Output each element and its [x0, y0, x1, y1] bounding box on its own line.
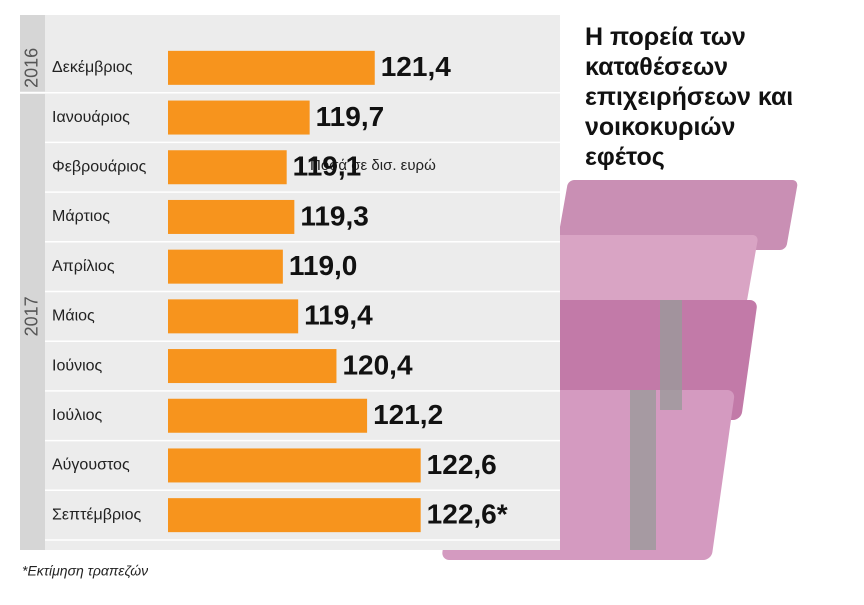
bar — [168, 398, 368, 433]
value-label: 121,4 — [381, 51, 451, 82]
subtitle: Ποσά σε δισ. ευρώ — [310, 157, 436, 174]
category-label: Ιούνιος — [52, 357, 103, 374]
category-label: Αύγουστος — [52, 457, 130, 474]
bar — [168, 249, 283, 284]
category-label: Δεκέμβριος — [52, 59, 133, 76]
category-label: Μάρτιος — [52, 208, 110, 225]
value-label: 119,1 — [293, 151, 362, 182]
bar — [168, 50, 375, 85]
category-label: Μάιος — [52, 308, 95, 325]
value-label: 119,7 — [316, 101, 385, 132]
value-label: 119,0 — [289, 250, 358, 281]
bar — [168, 498, 421, 533]
category-label: Φεβρουάριος — [52, 158, 147, 175]
category-label: Σεπτέμβριος — [52, 506, 141, 523]
bar — [168, 299, 299, 334]
year-column — [20, 15, 45, 550]
chart-title: Η πορεία των καταθέσεων επιχειρήσεων και… — [585, 23, 794, 171]
bar — [168, 349, 337, 384]
group-label: 2016 — [22, 48, 42, 88]
value-label: 122,6* — [427, 499, 508, 530]
bar — [168, 448, 421, 483]
value-label: 122,6 — [427, 449, 497, 480]
note: *Εκτίμηση τραπεζών — [22, 563, 148, 579]
bar — [168, 100, 310, 135]
value-label: 121,2 — [373, 399, 443, 430]
value-label: 119,4 — [304, 300, 373, 331]
value-label: 120,4 — [342, 349, 412, 380]
category-label: Ιούλιος — [52, 407, 103, 424]
category-label: Απρίλιος — [52, 258, 115, 275]
bar — [168, 199, 295, 234]
value-label: 119,3 — [300, 200, 369, 231]
group-label: 2017 — [22, 296, 42, 336]
bar — [168, 150, 287, 185]
category-label: Ιανουάριος — [52, 109, 130, 126]
